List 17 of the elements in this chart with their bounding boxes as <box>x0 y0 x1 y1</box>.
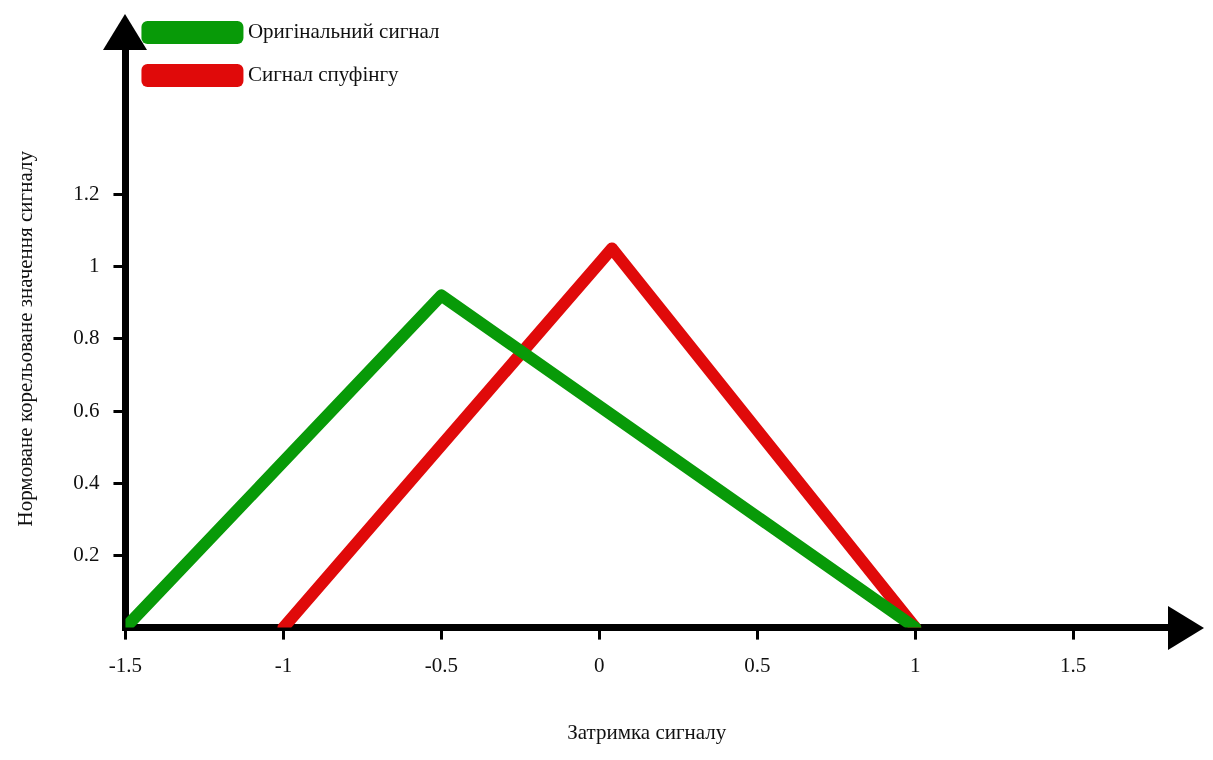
legend-label: Сигнал спуфінгу <box>247 62 400 87</box>
x-tick-label: 0 <box>594 652 605 677</box>
x-axis-title: Затримка сигналу <box>567 719 727 744</box>
y-tick-label: 1 <box>88 253 100 278</box>
y-tick-label: 0.2 <box>73 541 100 566</box>
y-tick-label: 1.2 <box>73 180 100 205</box>
x-tick-label: -0.5 <box>424 652 458 677</box>
y-axis-title: Нормоване корельоване значення сигналу <box>13 150 38 527</box>
y-tick-label: 0.8 <box>73 325 100 350</box>
x-tick-label: 1 <box>910 652 921 677</box>
x-tick-label: -1 <box>274 652 293 677</box>
legend-label: Оригінальний сигнал <box>247 19 440 44</box>
x-tick-label: -1.5 <box>108 652 143 677</box>
y-tick-label: 0.4 <box>73 469 100 494</box>
x-tick-label: 1.5 <box>1060 652 1087 677</box>
x-tick-label: 0.5 <box>744 652 771 677</box>
y-tick-label: 0.6 <box>73 397 100 422</box>
